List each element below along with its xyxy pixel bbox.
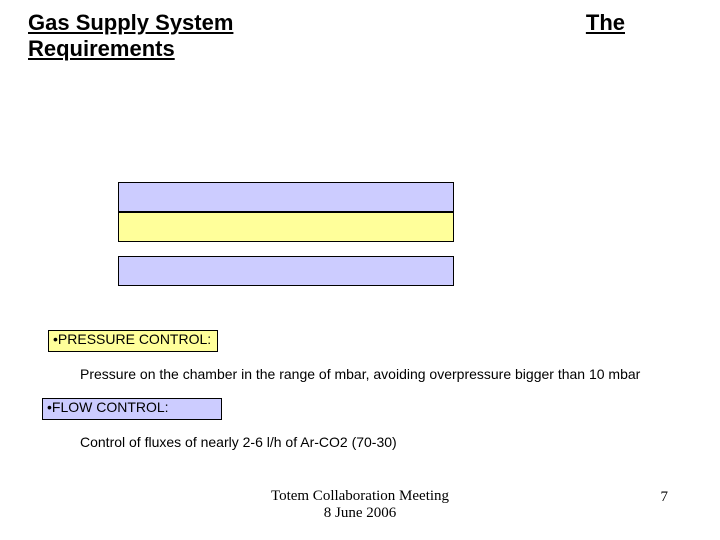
footer-line1: Totem Collaboration Meeting [0, 488, 720, 505]
flow-control-text: FLOW CONTROL: [52, 399, 169, 415]
pressure-control-label: •PRESSURE CONTROL: [53, 331, 211, 347]
footer-line2: 8 June 2006 [0, 505, 720, 522]
slide-title-right: The [586, 10, 625, 36]
pressure-control-text: PRESSURE CONTROL: [58, 331, 211, 347]
diagram-box-1 [118, 182, 454, 212]
diagram-box-2 [118, 212, 454, 242]
pressure-control-body: Pressure on the chamber in the range of … [80, 366, 640, 382]
footer: Totem Collaboration Meeting 8 June 2006 [0, 488, 720, 523]
slide-title-left: Gas Supply System [28, 10, 588, 36]
flow-control-body: Control of fluxes of nearly 2-6 l/h of A… [80, 434, 397, 450]
diagram-box-3 [118, 256, 454, 286]
flow-control-label: •FLOW CONTROL: [47, 399, 169, 415]
slide-title-line2: Requirements [28, 36, 175, 62]
page-number: 7 [661, 489, 669, 506]
